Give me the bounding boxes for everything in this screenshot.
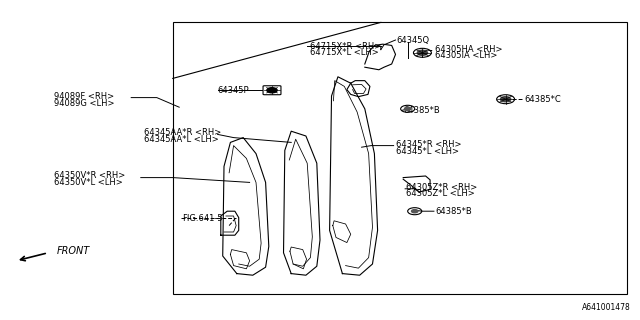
Text: 64385*B: 64385*B xyxy=(403,106,440,115)
FancyBboxPatch shape xyxy=(263,86,281,95)
Text: 94089F <RH>: 94089F <RH> xyxy=(54,92,115,101)
Text: FIG.641-5: FIG.641-5 xyxy=(182,214,223,223)
Text: 64305Z*L <LH>: 64305Z*L <LH> xyxy=(406,189,475,198)
Text: 64350V*R <RH>: 64350V*R <RH> xyxy=(54,172,125,180)
Circle shape xyxy=(267,88,277,93)
Text: 64345Q: 64345Q xyxy=(397,36,430,44)
Text: 64345P: 64345P xyxy=(218,86,249,95)
Text: 64715X*R <RH>: 64715X*R <RH> xyxy=(310,42,381,51)
Circle shape xyxy=(404,107,411,110)
Text: 64305Z*R <RH>: 64305Z*R <RH> xyxy=(406,183,477,192)
Text: 64345AA*L <LH>: 64345AA*L <LH> xyxy=(144,135,219,144)
Text: 64715X*L <LH>: 64715X*L <LH> xyxy=(310,48,379,57)
Text: FRONT: FRONT xyxy=(56,246,90,256)
Text: 64305HA <RH>: 64305HA <RH> xyxy=(435,45,502,54)
Circle shape xyxy=(500,97,511,102)
Text: 64350V*L <LH>: 64350V*L <LH> xyxy=(54,178,123,187)
Circle shape xyxy=(412,210,418,213)
Text: 64345*R <RH>: 64345*R <RH> xyxy=(396,140,461,149)
Text: 64385*C: 64385*C xyxy=(525,95,561,104)
Text: 64345AA*R <RH>: 64345AA*R <RH> xyxy=(144,128,221,137)
Text: 64345*L <LH>: 64345*L <LH> xyxy=(396,147,458,156)
Text: 64385*B: 64385*B xyxy=(435,207,472,216)
Text: 64305IA <LH>: 64305IA <LH> xyxy=(435,52,497,60)
Bar xyxy=(173,22,627,294)
Circle shape xyxy=(417,50,428,55)
Text: 94089G <LH>: 94089G <LH> xyxy=(54,99,115,108)
Text: A641001478: A641001478 xyxy=(582,303,630,312)
